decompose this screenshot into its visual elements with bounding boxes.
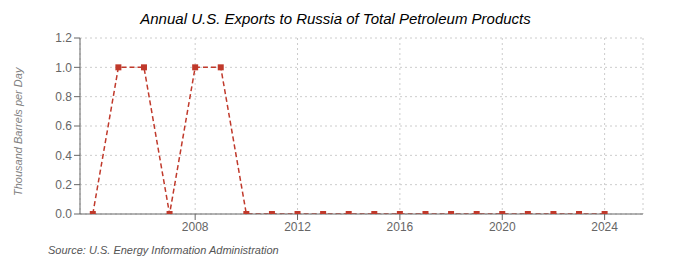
svg-text:Thousand Barrels per Day: Thousand Barrels per Day bbox=[12, 66, 24, 196]
svg-text:0.8: 0.8 bbox=[55, 90, 72, 104]
svg-text:0.0: 0.0 bbox=[55, 207, 72, 221]
svg-text:0.2: 0.2 bbox=[55, 178, 72, 192]
svg-text:2020: 2020 bbox=[489, 220, 516, 234]
svg-text:2008: 2008 bbox=[182, 220, 209, 234]
svg-text:0.4: 0.4 bbox=[55, 149, 72, 163]
svg-text:2012: 2012 bbox=[284, 220, 311, 234]
svg-text:1.2: 1.2 bbox=[55, 31, 72, 45]
html-text:Annual U.S. Exports to Russia: Annual U.S. Exports to Russia of Total P… bbox=[140, 10, 531, 27]
svg-text:1.0: 1.0 bbox=[55, 61, 72, 75]
svg-text:2016: 2016 bbox=[387, 220, 414, 234]
svg-text:0.6: 0.6 bbox=[55, 119, 72, 133]
html-text:Source: U.S. Energy Informatio: Source: U.S. Energy Information Administ… bbox=[48, 244, 279, 256]
svg-text:2024: 2024 bbox=[591, 220, 618, 234]
